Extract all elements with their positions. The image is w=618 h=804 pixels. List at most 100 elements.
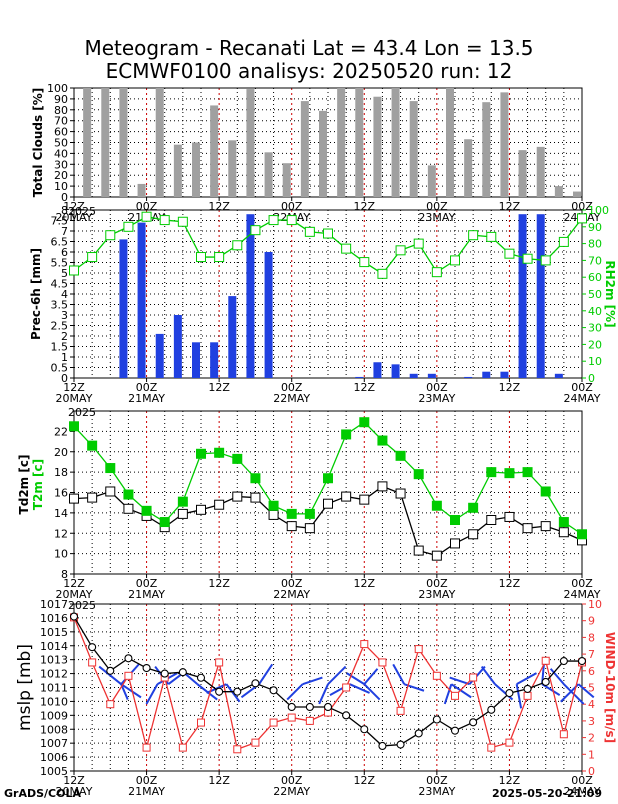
rh-marker xyxy=(232,240,243,251)
td2m-marker xyxy=(232,491,243,502)
t2m-marker xyxy=(413,469,424,480)
mslp-marker xyxy=(323,702,333,712)
precip-bar xyxy=(409,373,418,378)
x-tick-label: 12Z xyxy=(63,577,85,590)
wind-marker xyxy=(487,743,496,752)
rh-marker xyxy=(577,213,587,224)
td2m-marker xyxy=(69,493,79,504)
precip-bar xyxy=(373,362,382,378)
y-tick-label: 3.5 xyxy=(51,299,69,312)
wind-marker xyxy=(106,700,115,709)
rh-marker xyxy=(377,268,388,279)
precip-bar xyxy=(246,214,255,378)
x-tick-label: 00Z xyxy=(136,774,158,787)
wind-barb xyxy=(98,665,122,685)
cloud-bar xyxy=(228,140,237,197)
wind-marker xyxy=(451,691,459,700)
y-tick-label: 1015 xyxy=(40,626,68,639)
t2m-marker xyxy=(341,429,352,440)
cloud-bar xyxy=(373,96,382,197)
wind-marker xyxy=(396,706,405,715)
cloud-bar xyxy=(246,89,255,197)
y2-tick-label: 3 xyxy=(588,715,595,728)
y2-tick-label: 90 xyxy=(588,221,602,234)
rh-marker xyxy=(413,238,424,249)
y-tick-label: 1009 xyxy=(40,709,68,722)
wind-marker xyxy=(287,713,296,722)
rh-marker xyxy=(304,226,315,237)
rh-marker xyxy=(540,255,551,266)
cloud-bar xyxy=(137,183,146,197)
x-date-label: 24MAY xyxy=(564,392,601,405)
panels: 010203040506070809010012Z20MAY00Z21MAY12… xyxy=(15,82,617,798)
cloud-bar xyxy=(500,92,509,197)
wind-barb xyxy=(327,665,347,685)
wind-marker xyxy=(414,645,423,654)
mslp-marker xyxy=(342,711,351,720)
wind-marker xyxy=(215,658,224,667)
mslp-marker xyxy=(541,677,550,686)
y2-axis-label-rh: RH2m [%] xyxy=(603,260,617,327)
y-tick-label: 60 xyxy=(54,126,68,139)
y2-tick-label: 70 xyxy=(588,254,602,267)
mslp-marker xyxy=(396,740,405,749)
rh-marker xyxy=(214,252,225,263)
mslp-line xyxy=(73,616,582,747)
mslp-marker xyxy=(559,657,568,666)
rh-marker xyxy=(196,252,206,263)
x-tick-label: 12Z xyxy=(208,577,230,590)
td2m-marker xyxy=(468,529,479,540)
precip-bar xyxy=(192,342,200,378)
y-tick-label: 1.5 xyxy=(51,341,69,354)
x-tick-label: 12Z xyxy=(208,381,230,394)
y-tick-label: 2.5 xyxy=(51,320,69,333)
td2m-marker xyxy=(359,494,370,505)
x-date-label: 23MAY xyxy=(418,211,455,224)
rh-marker xyxy=(250,225,261,236)
wind-marker xyxy=(342,683,351,692)
t2m-marker xyxy=(540,486,551,497)
mslp-marker xyxy=(251,679,260,688)
y-tick-label: 18 xyxy=(54,466,68,479)
cloud-bar xyxy=(192,142,200,197)
rh-marker xyxy=(486,231,497,242)
precip-bar xyxy=(210,342,219,378)
mslp-marker xyxy=(160,669,169,678)
rh-marker xyxy=(159,215,170,226)
cloud-bar xyxy=(101,88,110,197)
rh-marker xyxy=(286,215,297,226)
x-tick-label: 00Z xyxy=(571,577,593,590)
y-tick-label: 4.5 xyxy=(51,278,69,291)
y2-tick-label: 10 xyxy=(588,598,602,611)
y-axis-label-prec: Prec-6h [mm] xyxy=(29,248,43,340)
x-tick-label: 00Z xyxy=(426,577,448,590)
precip-bar xyxy=(155,333,164,378)
x-date-label: 20MAY xyxy=(56,588,93,601)
rh-marker xyxy=(141,211,152,222)
cloud-bar xyxy=(573,191,581,197)
t2m-marker xyxy=(159,517,170,528)
x-date-label: 23MAY xyxy=(418,588,455,601)
cloud-bar xyxy=(173,144,182,197)
rh-marker xyxy=(123,221,134,232)
td2m-marker xyxy=(486,515,497,526)
rh-marker xyxy=(558,236,569,247)
mslp-marker xyxy=(414,729,423,738)
td2m-marker xyxy=(123,503,134,514)
t2m-marker xyxy=(286,508,297,519)
x-tick-label: 12Z xyxy=(63,381,85,394)
wind-marker xyxy=(505,738,514,747)
y2-tick-label: 6 xyxy=(588,665,595,678)
x-tick-label: 00Z xyxy=(426,381,448,394)
mslp-marker xyxy=(88,643,97,652)
wind-marker xyxy=(523,691,532,700)
td2m-marker xyxy=(323,498,333,509)
rh-marker xyxy=(177,216,188,227)
wind-barb xyxy=(258,663,274,685)
x-date-label: 20MAY xyxy=(56,392,93,405)
x-date-label: 24MAY xyxy=(564,785,601,798)
t2m-marker xyxy=(359,417,370,428)
cloud-bar xyxy=(518,150,527,197)
mslp-marker xyxy=(360,725,369,734)
wind-barb xyxy=(541,683,561,697)
